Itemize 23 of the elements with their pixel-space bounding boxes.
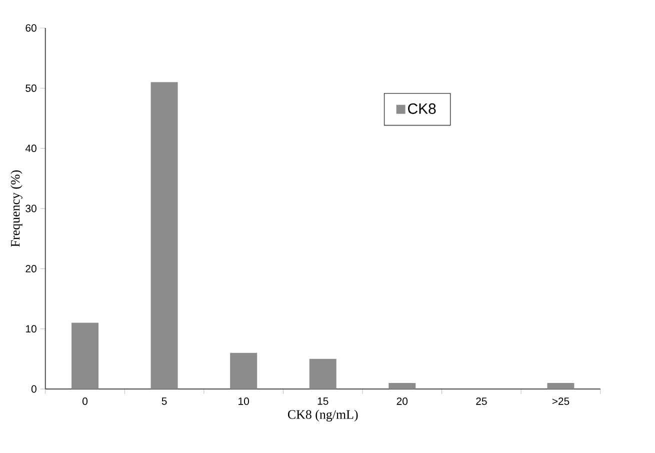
- y-tick-label: 50: [26, 84, 36, 92]
- bar: [309, 358, 336, 389]
- bar: [230, 352, 258, 389]
- x-tick-label: 5: [162, 398, 167, 405]
- x-tick-label: 0: [82, 398, 88, 405]
- y-tick-label: 20: [26, 264, 36, 272]
- y-tick-label: 40: [25, 144, 36, 152]
- bar: [72, 322, 99, 389]
- x-tick-label: 25: [476, 398, 487, 405]
- y-tick-label: 10: [26, 325, 36, 333]
- x-axis-title: CK8 (ng/mL): [288, 410, 358, 422]
- x-tick-label: >25: [552, 398, 570, 405]
- bar: [547, 382, 574, 389]
- x-tick-label: 10: [238, 398, 249, 405]
- y-tick-label: 30: [26, 204, 36, 212]
- y-tick-label: 0: [31, 385, 36, 393]
- x-tick-label: 20: [396, 398, 408, 405]
- legend-label: CK8: [408, 103, 436, 114]
- y-tick-label: 60: [26, 24, 36, 32]
- y-axis-title: Frequency (%): [10, 170, 22, 247]
- x-tick-label: 15: [318, 398, 328, 405]
- bar: [388, 382, 416, 389]
- bar: [150, 82, 178, 389]
